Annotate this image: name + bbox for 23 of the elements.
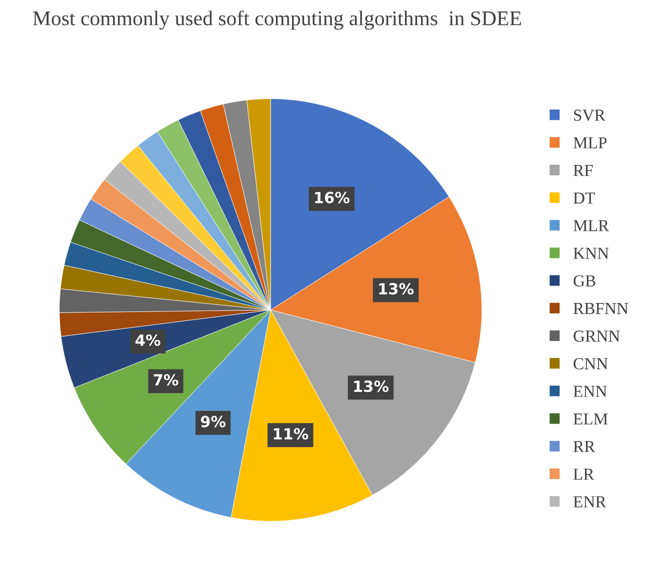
legend-label: RBFNN [573,303,628,314]
legend-label: LR [573,468,594,480]
legend-label: SVR [574,110,606,121]
legend-label: ENN [573,386,607,397]
data-label: 4% [136,334,160,346]
legend-label: KNN [573,248,609,259]
legend-label: MLP [573,137,607,148]
legend-label: RF [573,164,593,176]
legend-label: RR [573,441,596,452]
legend-label: ENR [573,496,606,508]
data-label: 11% [274,428,308,440]
legend-label: DT [573,192,595,204]
legend-label: ELM [573,414,608,424]
legend-label: CNN [574,358,608,370]
legend-label: GB [574,275,596,287]
data-label: 13% [379,283,414,295]
legend-label: MLR [573,220,610,232]
legend-label: GRNN [574,330,620,342]
chart-title: Most commonly used soft computing algorithms in SDEE [33,10,521,30]
data-label: 16% [315,192,350,204]
data-label: 13% [354,380,389,392]
data-label: 9% [200,416,226,428]
data-label: 7% [154,374,178,386]
